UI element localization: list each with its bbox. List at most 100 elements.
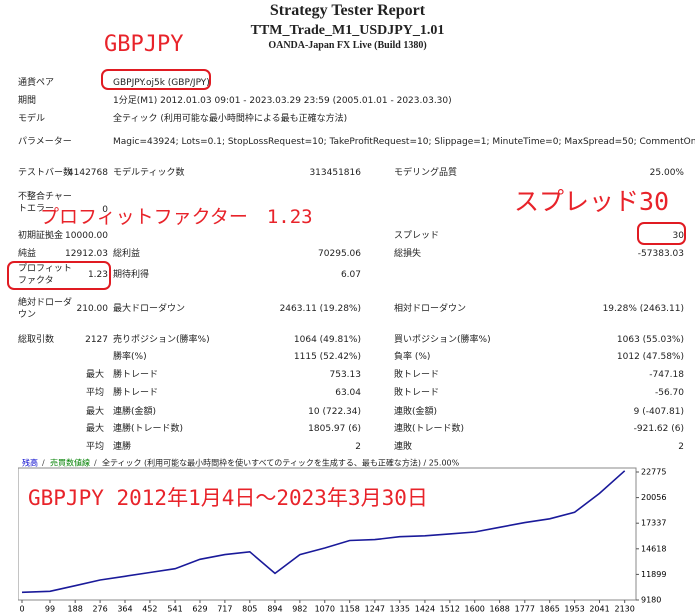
report-title: Strategy Tester Report — [269, 2, 426, 19]
table-label2: モデルティック数 — [113, 168, 185, 178]
table-value2: 63.04 — [335, 388, 361, 398]
table-value: 1.23 — [87, 270, 108, 280]
x-tick-label: 629 — [192, 605, 207, 614]
table-label: パラメーター — [18, 137, 72, 147]
table-label2: 連勝 — [113, 442, 132, 452]
table-value2: 2463.11 (19.28%) — [279, 304, 361, 314]
x-tick-label: 541 — [167, 605, 182, 614]
table-value3: 19.28% (2463.11) — [602, 304, 684, 314]
y-tick-label: 20056 — [641, 493, 666, 502]
table-value3: 2 — [678, 442, 684, 452]
x-tick-label: 1158 — [339, 605, 359, 614]
table-label3: 敗トレード — [394, 370, 440, 380]
table-value3: 30 — [672, 231, 684, 241]
table-value3: -57383.03 — [637, 249, 684, 259]
table-text: 1分足(M1) 2012.01.03 09:01 - 2023.03.29 23… — [113, 96, 452, 106]
table-label: プロフィットファクタ — [18, 264, 72, 286]
table-sub: 最大 — [85, 370, 104, 380]
report-broker: OANDA-Japan FX Live (Build 1380) — [268, 40, 427, 51]
legend-separator: / — [94, 459, 97, 468]
table-value2: 1805.97 (6) — [308, 424, 361, 434]
table-label3: 負率 (%) — [394, 352, 431, 362]
x-tick-label: 452 — [142, 605, 157, 614]
x-tick-label: 894 — [267, 605, 282, 614]
table-label3: スプレッド — [394, 231, 440, 241]
annotation-pair: GBPJPY — [104, 32, 184, 57]
x-tick-label: 1865 — [540, 605, 560, 614]
table-label2: 売りポジション(勝率%) — [113, 335, 210, 345]
x-tick-label: 1424 — [415, 605, 435, 614]
table-label: 期間 — [18, 96, 37, 106]
x-tick-label: 805 — [242, 605, 257, 614]
x-tick-label: 1512 — [440, 605, 460, 614]
table-value: 210.00 — [76, 304, 109, 314]
table-value: 0 — [102, 205, 108, 215]
table-value2: 313451816 — [309, 168, 361, 178]
legend-entry: 売買数値線 — [50, 458, 90, 468]
y-tick-label: 9180 — [641, 596, 661, 605]
table-sub: 平均 — [85, 442, 104, 452]
x-tick-label: 364 — [117, 605, 132, 614]
table-value2: 1115 (52.42%) — [293, 352, 361, 362]
table-label: 総取引数 — [18, 335, 55, 345]
legend-separator: / — [42, 459, 45, 468]
balance-chart: 残高 / 売買数値線 / 全ティック (利用可能な最小時間枠を使いすべてのティックを生成… — [18, 458, 666, 614]
table-value2: 10 (722.34) — [308, 407, 361, 417]
plot-frame — [18, 467, 637, 601]
x-tick-label: 1777 — [515, 605, 535, 614]
table-value2: 753.13 — [329, 370, 362, 380]
table-value3: 1063 (55.03%) — [616, 335, 684, 345]
chart-title: 全ティック (利用可能な最小時間枠を使いすべてのティックを生成する、最も正確な方… — [102, 458, 460, 468]
balance-line — [21, 470, 626, 594]
table-label3: 連敗(金額) — [394, 407, 438, 417]
annotation-profit-factor: プロフィットファクター 1.23 — [40, 206, 313, 228]
table-label3: 総損失 — [394, 249, 422, 259]
x-tick-label: 717 — [217, 605, 232, 614]
x-tick-label: 982 — [292, 605, 307, 614]
table-value: 10000.00 — [65, 231, 108, 241]
table-value: 2127 — [85, 335, 108, 345]
table-label2: 勝トレード — [113, 388, 159, 398]
x-tick-label: 0 — [19, 605, 24, 614]
table-text: GBPJPY.oj5k (GBP/JPY) — [113, 78, 210, 88]
x-tick-label: 1070 — [315, 605, 335, 614]
table-label: 純益 — [18, 249, 37, 259]
table-label: モデル — [18, 114, 46, 124]
table-label: 不整合チャートエラー — [18, 192, 72, 214]
table-label2: 最大ドローダウン — [113, 304, 186, 314]
x-tick-label: 188 — [68, 605, 83, 614]
table-label2: 勝率(%) — [113, 352, 147, 362]
highlight-box — [101, 69, 211, 90]
x-tick-label: 1335 — [390, 605, 410, 614]
table-value3: -747.18 — [649, 370, 684, 380]
highlight-box — [7, 261, 111, 290]
table-label2: 連勝(トレード数) — [113, 424, 184, 434]
y-tick-label: 22775 — [641, 468, 666, 477]
table-value2: 6.07 — [340, 270, 361, 280]
y-tick-label: 11899 — [641, 570, 666, 579]
table-label3: モデリング品質 — [394, 168, 458, 178]
table-value3: 1012 (47.58%) — [616, 352, 684, 362]
table-label3: 相対ドローダウン — [394, 304, 467, 314]
table-sub: 最大 — [85, 407, 104, 417]
annotation-period: GBPJPY 2012年1月4日～2023年3月30日 — [28, 486, 428, 510]
table-value3: -56.70 — [654, 388, 684, 398]
table-value3: -921.62 (6) — [633, 424, 684, 434]
x-tick-label: 99 — [45, 605, 55, 614]
report-subtitle: TTM_Trade_M1_USDJPY_1.01 — [250, 23, 445, 38]
table-sub: 最大 — [85, 424, 104, 434]
table-value2: 1064 (49.81%) — [293, 335, 361, 345]
x-tick-label: 2041 — [589, 605, 609, 614]
table-value: 12912.03 — [65, 249, 108, 259]
table-text: 全ティック (利用可能な最小時間枠による最も正確な方法) — [113, 114, 348, 124]
legend-entry: 残高 — [22, 458, 38, 468]
table-label3: 買いポジション(勝率%) — [394, 335, 491, 345]
table-label2: 連勝(金額) — [113, 407, 157, 417]
x-tick-label: 1688 — [489, 605, 509, 614]
table-label: 絶対ドローダウン — [18, 298, 73, 320]
table-label3: 連敗(トレード数) — [394, 424, 465, 434]
table-value3: 9 (-407.81) — [633, 407, 684, 417]
table-text: Magic=43924; Lots=0.1; StopLossRequest=1… — [113, 137, 695, 147]
table-label2: 総利益 — [113, 249, 141, 259]
